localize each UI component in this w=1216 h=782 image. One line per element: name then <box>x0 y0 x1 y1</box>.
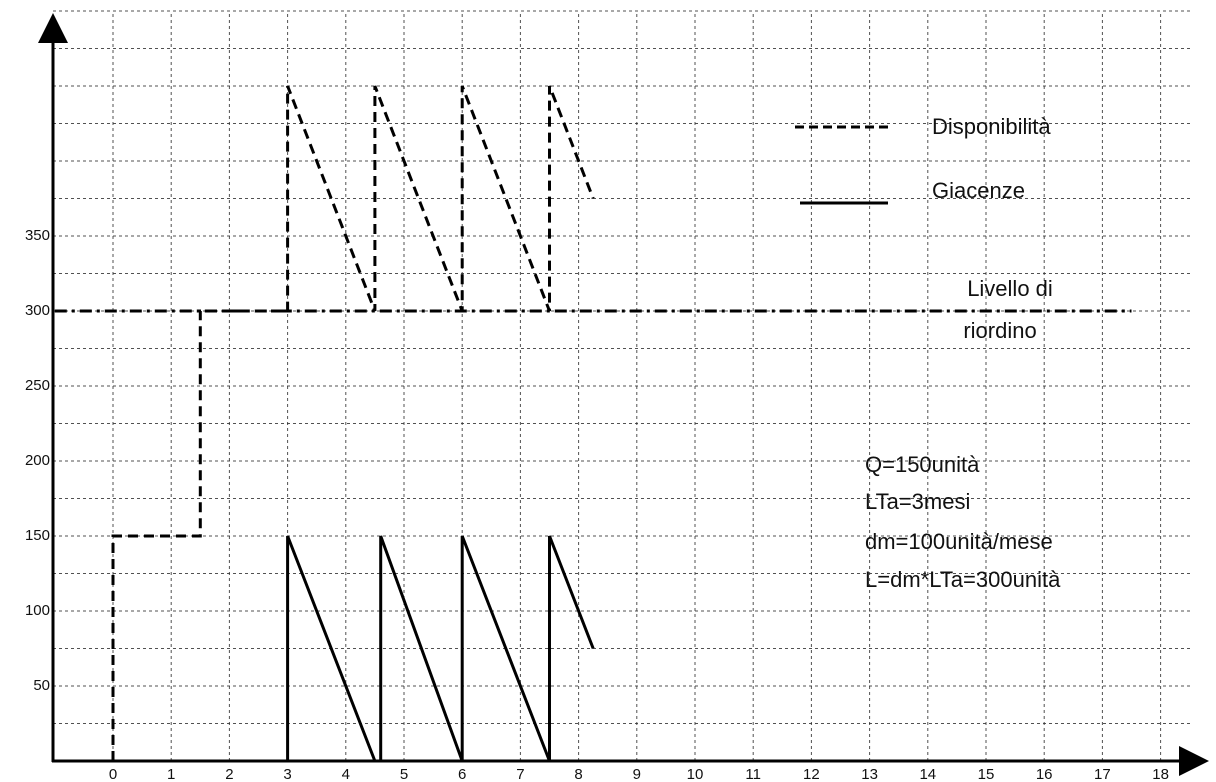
reorder-label-line-1: Livello di <box>967 276 1053 301</box>
x-tick-label-10: 10 <box>687 766 704 782</box>
x-tick-label-15: 15 <box>978 766 995 782</box>
x-tick-label-16: 16 <box>1036 766 1053 782</box>
x-tick-label-11: 11 <box>745 766 761 782</box>
series-lines <box>54 85 1132 763</box>
y-tick-label-100: 100 <box>25 602 50 619</box>
axes <box>38 13 1209 776</box>
legend-label-giacenze: Giacenze <box>932 178 1025 203</box>
x-tick-label-18: 18 <box>1152 766 1169 782</box>
y-tick-label-50: 50 <box>33 677 50 694</box>
grid <box>53 10 1192 761</box>
reorder-level-label: Livello di riordino <box>963 276 1052 343</box>
x-tick-label-3: 3 <box>283 766 291 782</box>
legend: Disponibilità Giacenze <box>795 114 1051 205</box>
x-tick-label-4: 4 <box>342 766 350 782</box>
x-tick-label-5: 5 <box>400 766 408 782</box>
tick-labels: 0 1 2 3 4 5 6 7 8 9 10 11 12 13 14 15 16 17 18501001502002… <box>25 227 1169 782</box>
x-tick-label-17: 17 <box>1094 766 1111 782</box>
x-tick-label-1: 1 <box>167 766 175 782</box>
y-tick-label-150: 150 <box>25 527 50 544</box>
param-l: L=dm*LTa=300unità <box>865 567 1061 592</box>
x-tick-label-9: 9 <box>633 766 641 782</box>
reorder-label-line-2: riordino <box>963 318 1036 343</box>
x-tick-label-2: 2 <box>225 766 233 782</box>
param-dm: dm=100unità/mese <box>865 529 1053 554</box>
param-q: Q=150unità <box>865 452 980 477</box>
x-tick-label-0: 0 <box>109 766 117 782</box>
x-tick-label-8: 8 <box>574 766 582 782</box>
x-tick-label-12: 12 <box>803 766 820 782</box>
y-tick-label-250: 250 <box>25 377 50 394</box>
legend-label-disponibilita: Disponibilità <box>932 114 1051 139</box>
x-tick-label-6: 6 <box>458 766 466 782</box>
parameters-block: Q=150unità LTa=3mesi dm=100unità/mese L=… <box>865 452 1061 592</box>
x-tick-label-13: 13 <box>861 766 878 782</box>
series-line-giacenze <box>286 535 595 763</box>
y-tick-label-200: 200 <box>25 452 50 469</box>
y-tick-label-350: 350 <box>25 227 50 244</box>
x-tick-label-7: 7 <box>516 766 524 782</box>
x-tick-label-14: 14 <box>919 766 936 782</box>
y-tick-label-300: 300 <box>25 302 50 319</box>
param-lta: LTa=3mesi <box>865 489 970 514</box>
